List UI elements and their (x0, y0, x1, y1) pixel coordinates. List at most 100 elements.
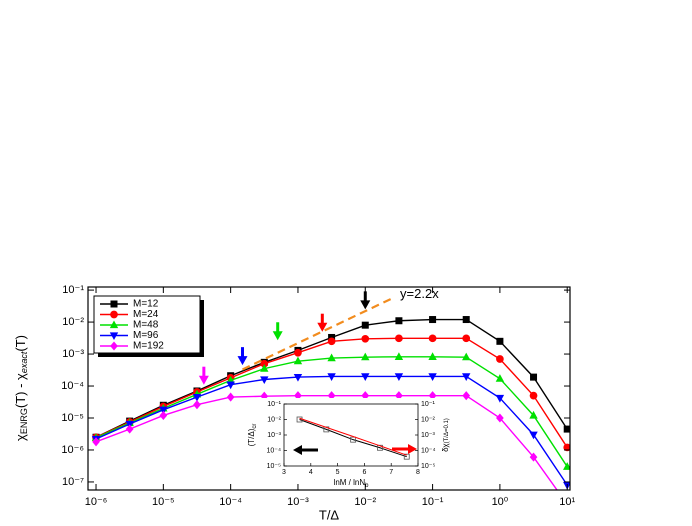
marker (429, 316, 437, 324)
y-tick-label: 10⁻⁵ (61, 412, 84, 424)
inset: lnM / lnNb (T/Δ)cr δχ(T/Δ=0.1) 3 4 5 6 7 810⁻… (240, 398, 450, 489)
marker (192, 393, 202, 402)
marker (260, 391, 269, 401)
marker (293, 373, 303, 382)
inset-y-label-part: cr (252, 424, 258, 429)
marker (226, 392, 235, 402)
inset-y-tick-label: 10⁻⁴ (267, 447, 282, 454)
legend-label: M=48 (133, 320, 159, 331)
marker (529, 391, 538, 400)
marker (109, 332, 119, 341)
marker (159, 406, 168, 415)
marker (394, 373, 404, 381)
marker (563, 481, 570, 490)
y-label-part: (T) - χ (13, 373, 28, 408)
legend-label: M=96 (133, 330, 159, 341)
marker (530, 373, 538, 381)
plot-frame (87, 286, 571, 491)
marker (563, 425, 570, 433)
marker (395, 317, 403, 325)
inset-x-tick-label: 8 (416, 469, 420, 476)
x-axis-label: T/Δ (319, 507, 340, 522)
marker (462, 334, 471, 343)
y-tick-label: 10⁻¹ (62, 284, 84, 296)
marker (361, 321, 369, 329)
marker (395, 334, 403, 343)
legend: M=12M=24M=48M=96M=192 (93, 295, 204, 357)
inset-x-tick-label: 6 (362, 469, 366, 476)
y-axis-label: χENRG(T) - χexact(T) (13, 335, 29, 441)
inset-x-label-part: b (365, 483, 369, 489)
marker (428, 334, 437, 343)
marker (395, 391, 403, 401)
marker (529, 431, 538, 440)
marker (109, 320, 119, 329)
arrow-head (272, 331, 283, 341)
marker (294, 348, 302, 357)
legend-label: M=24 (133, 309, 159, 320)
marker (496, 355, 504, 363)
arrow (198, 366, 209, 385)
inset-plot (296, 416, 410, 460)
inset-y2-label: δχ(T/Δ=0.1) (441, 418, 450, 452)
arrow-head (360, 300, 371, 310)
inset-marker (403, 453, 410, 460)
marker (428, 391, 437, 401)
marker (361, 391, 370, 401)
x-tick-label: 10¹ (559, 496, 575, 508)
inset-line (299, 419, 407, 458)
inset-x-tick-label: 5 (336, 469, 340, 476)
marker (226, 381, 235, 390)
inset-y2-tick-label: 10⁻⁵ (421, 463, 435, 470)
marker (495, 394, 505, 403)
marker (529, 452, 538, 462)
x-tick-label: 10⁻⁶ (85, 496, 108, 508)
arrow-head (293, 445, 302, 455)
marker (563, 443, 570, 452)
legend-label: M=12 (133, 299, 159, 310)
x-tick-label: 10⁻³ (287, 496, 309, 508)
arrow-head (237, 356, 248, 366)
marker (110, 341, 118, 351)
y-tick-label: 10⁻⁴ (61, 380, 84, 392)
marker (462, 352, 471, 361)
inset-y2-label-part: (T/Δ=0.1) (444, 418, 450, 443)
marker (159, 410, 168, 421)
inset-y-tick-label: 10⁻³ (267, 432, 281, 439)
inset-y2-tick-label: 10⁻² (421, 416, 435, 423)
y-tick-label: 10⁻² (62, 316, 84, 328)
marker (361, 334, 370, 343)
marker (260, 359, 269, 368)
marker (563, 462, 570, 470)
inset-x-label-part: lnM / lnN (334, 478, 366, 487)
marker (327, 337, 336, 346)
marker (125, 424, 134, 434)
y-label-part: χ (13, 434, 28, 441)
inset-background (240, 398, 450, 488)
x-tick-label: 10⁻¹ (422, 496, 444, 508)
inset-y-tick-label: 10⁻¹ (267, 401, 281, 408)
inset-marker (350, 436, 357, 443)
inset-y-label-part: (T/Δ) (247, 428, 256, 446)
marker (428, 373, 437, 381)
marker (462, 373, 471, 381)
y-tick-label: 10⁻⁶ (61, 444, 84, 456)
arrow (360, 291, 371, 310)
x-tick-label: 10⁻⁵ (152, 496, 175, 508)
x-tick-label: 10⁻⁴ (219, 496, 242, 508)
y-label-part: (T) (13, 335, 28, 352)
marker (361, 352, 370, 361)
inset-arrow-right (392, 444, 417, 454)
y-tick-label: 10⁻⁷ (62, 476, 84, 488)
marker (462, 316, 470, 324)
plot-area (91, 297, 570, 490)
inset-y2-tick-label: 10⁻³ (421, 432, 435, 439)
arrow-head (198, 375, 209, 385)
marker (92, 437, 100, 447)
marker (428, 352, 437, 360)
y-label-part: ENRG (19, 408, 29, 434)
marker (110, 310, 118, 319)
inset-marker (377, 444, 383, 451)
